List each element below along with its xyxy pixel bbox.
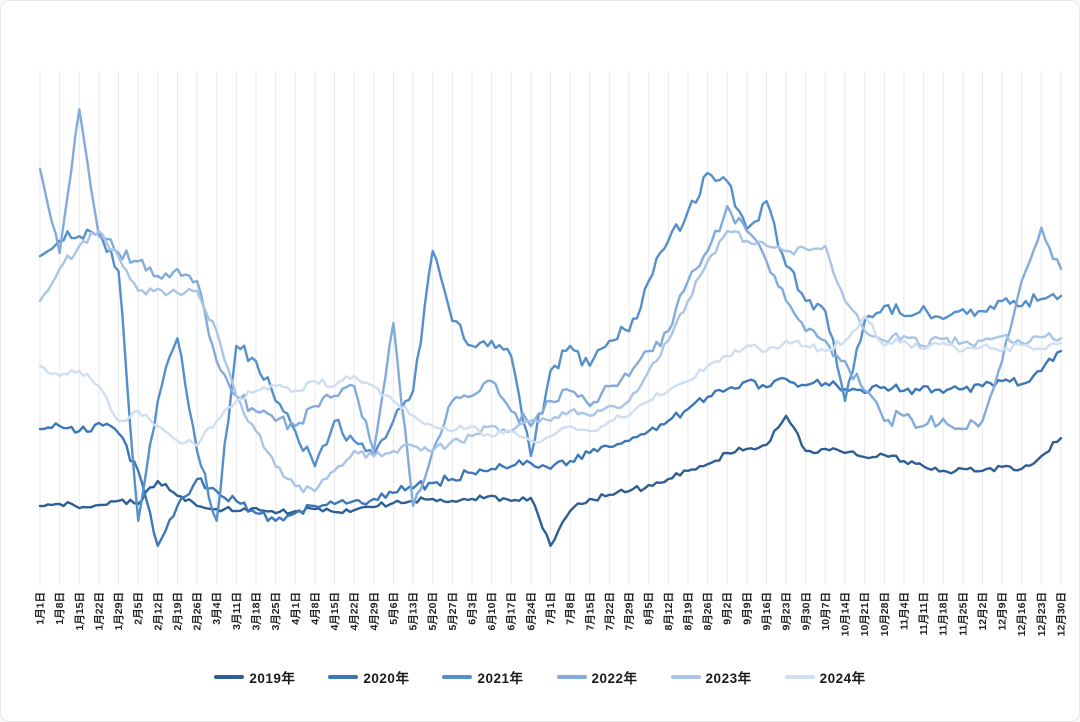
x-axis-label: 8月19日 — [682, 592, 694, 631]
x-axis-label: 6月24日 — [525, 592, 537, 631]
x-axis-label: 4月15日 — [329, 592, 341, 631]
x-axis-label: 2月5日 — [133, 592, 145, 625]
gridlines — [39, 71, 1062, 585]
x-axis-label: 8月12日 — [663, 592, 675, 631]
x-axis-label: 6月10日 — [486, 592, 498, 631]
x-axis-label: 1月15日 — [74, 592, 86, 631]
legend-swatch — [442, 675, 473, 679]
x-axis-label: 1月22日 — [93, 592, 105, 631]
legend-label: 2023年 — [705, 671, 752, 686]
series-line-2022年 — [38, 108, 1063, 508]
x-axis-label: 9月9日 — [741, 592, 753, 625]
x-axis-label: 7月22日 — [604, 592, 616, 631]
legend-item-2021年[interactable]: 2021年 — [442, 667, 523, 687]
series-line-2021年 — [38, 171, 1063, 522]
x-axis-label: 7月1日 — [545, 592, 557, 625]
series-line-2020年 — [38, 349, 1063, 547]
x-axis-label: 1月8日 — [54, 592, 66, 625]
x-axis-label: 9月2日 — [722, 592, 734, 625]
x-axis-label: 5月13日 — [408, 592, 420, 631]
x-axis-label: 12月9日 — [997, 592, 1009, 631]
x-axis-label: 10月28日 — [879, 592, 891, 636]
x-axis-label: 3月25日 — [270, 592, 282, 631]
legend-swatch — [214, 675, 245, 679]
x-axis-label: 4月29日 — [368, 592, 380, 631]
x-axis-label: 8月5日 — [643, 592, 655, 625]
legend-label: 2022年 — [591, 671, 638, 686]
x-axis-label: 5月6日 — [388, 592, 400, 625]
x-axis-label: 9月16日 — [761, 592, 773, 631]
x-axis-label: 2月12日 — [152, 592, 164, 631]
x-axis-labels: 1月1日 1月8日 1月15日 1月22日 1月29日 2月5日 2月12日 2月19日 2月2… — [35, 592, 1068, 636]
series-line-2019年 — [38, 414, 1063, 547]
x-axis-label: 6月3日 — [466, 592, 478, 625]
x-axis-label: 6月17日 — [506, 592, 518, 631]
x-axis-label: 11月4日 — [898, 592, 910, 630]
x-axis-label: 7月15日 — [584, 592, 596, 631]
x-axis-label: 3月4日 — [211, 592, 223, 625]
legend-item-2024年[interactable]: 2024年 — [784, 667, 866, 687]
x-axis-label: 9月30日 — [800, 592, 812, 631]
legend-swatch — [784, 675, 815, 679]
x-axis-label: 2月26日 — [192, 592, 204, 631]
legend-swatch — [670, 675, 701, 679]
x-axis-label: 12月30日 — [1056, 592, 1068, 636]
legend-item-2020年[interactable]: 2020年 — [328, 667, 409, 687]
x-axis-label: 10月14日 — [840, 592, 852, 636]
x-axis-label: 3月18日 — [250, 592, 262, 631]
x-axis-label: 2月19日 — [172, 592, 184, 631]
x-axis-label: 5月27日 — [447, 592, 459, 631]
x-axis-label: 4月1日 — [290, 592, 302, 625]
x-axis-label: 1月1日 — [35, 592, 47, 625]
x-axis-label: 11月11日 — [918, 592, 930, 635]
x-axis-label: 12月2日 — [977, 592, 989, 631]
legend-item-2019年[interactable]: 2019年 — [214, 667, 295, 687]
x-axis-label: 7月29日 — [624, 592, 636, 631]
x-axis-label: 8月26日 — [702, 592, 714, 631]
x-axis-label: 12月16日 — [1016, 592, 1028, 636]
x-axis-label: 10月21日 — [859, 592, 871, 636]
x-axis-label: 11月18日 — [938, 592, 950, 636]
x-axis-label: 4月22日 — [349, 592, 361, 631]
series-line-2024年 — [38, 314, 1063, 448]
x-axis-label: 11月25日 — [957, 592, 969, 636]
legend-swatch — [556, 675, 587, 679]
legend-label: 2020年 — [363, 671, 410, 686]
x-axis-label: 3月11日 — [231, 592, 243, 630]
legend-label: 2019年 — [249, 671, 296, 686]
x-axis-label: 10月7日 — [820, 592, 832, 631]
x-axis-label: 4月8日 — [309, 592, 321, 625]
series-line-2023年 — [38, 229, 1063, 494]
legend-item-2023年[interactable]: 2023年 — [670, 667, 752, 687]
x-axis-label: 5月20日 — [427, 592, 439, 631]
legend-label: 2024年 — [819, 671, 866, 686]
x-axis-label: 12月23日 — [1036, 592, 1048, 636]
legend-item-2022年[interactable]: 2022年 — [556, 667, 638, 687]
x-axis-label: 1月29日 — [113, 592, 125, 631]
chart-legend: 2019年 2020年 2021年 2022年 2023年 2024年 — [1, 667, 1079, 687]
legend-label: 2021年 — [477, 671, 524, 686]
x-axis-label: 7月8日 — [565, 592, 577, 625]
x-axis-label: 9月23日 — [781, 592, 793, 631]
legend-swatch — [328, 675, 359, 679]
